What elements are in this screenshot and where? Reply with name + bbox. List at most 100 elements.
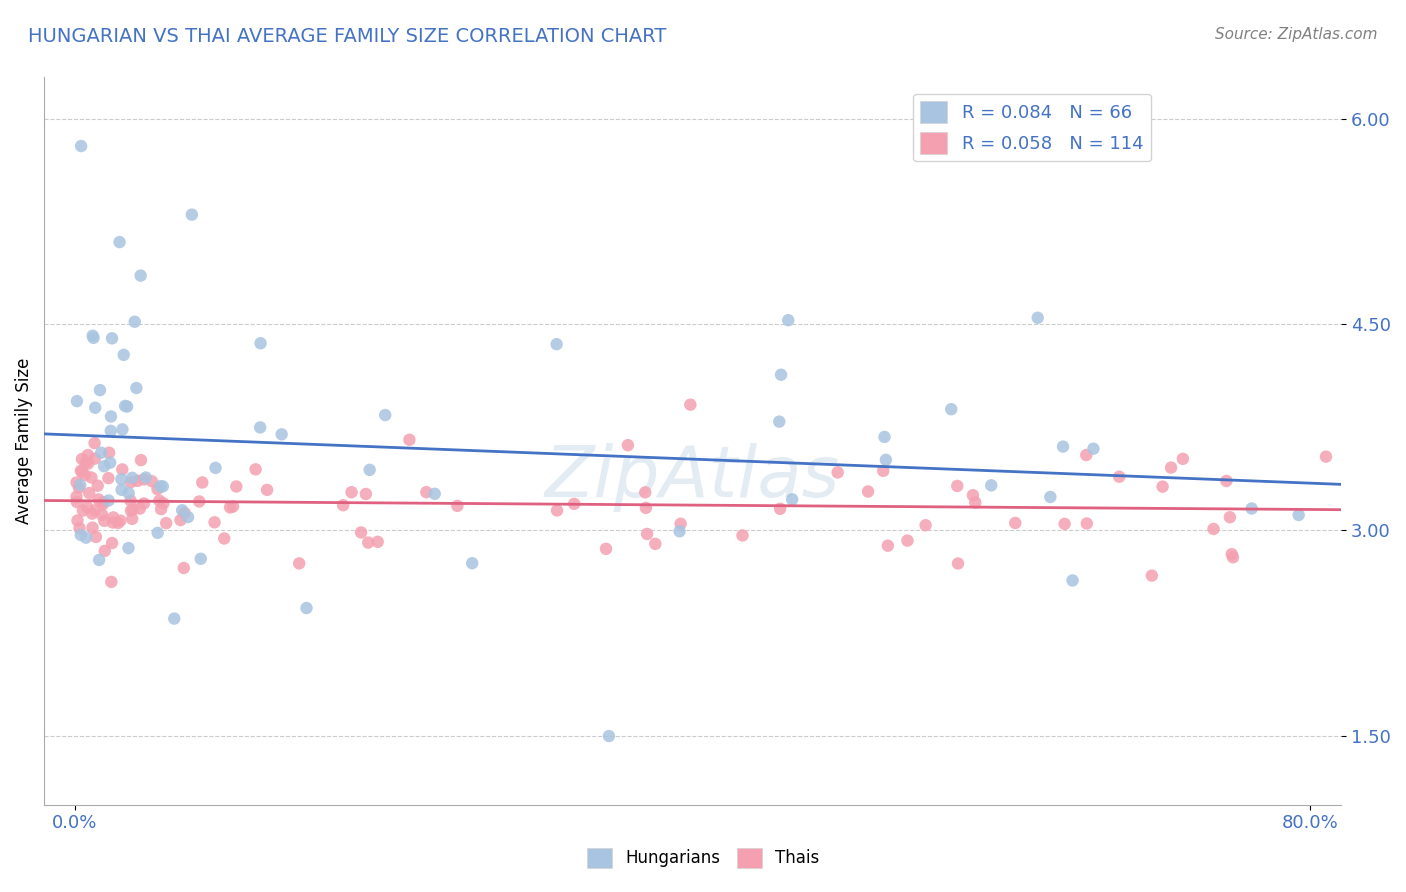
Point	[155, 516, 177, 530]
Point	[129, 268, 152, 283]
Point	[76, 448, 98, 462]
Point	[367, 534, 389, 549]
Point	[946, 479, 969, 493]
Point	[1219, 510, 1241, 524]
Point	[962, 488, 984, 502]
Point	[778, 313, 800, 327]
Point	[188, 494, 211, 508]
Point	[70, 464, 93, 478]
Point	[980, 478, 1002, 492]
Point	[70, 465, 93, 479]
Point	[66, 394, 89, 409]
Point	[374, 408, 396, 422]
Point	[118, 486, 141, 500]
Point	[80, 470, 103, 484]
Point	[101, 331, 124, 345]
Point	[103, 510, 125, 524]
Point	[1083, 442, 1105, 456]
Point	[856, 484, 879, 499]
Point	[67, 481, 90, 495]
Point	[91, 508, 114, 522]
Point	[110, 483, 132, 497]
Point	[125, 381, 148, 395]
Point	[1039, 490, 1062, 504]
Point	[598, 729, 620, 743]
Point	[124, 315, 146, 329]
Point	[1160, 460, 1182, 475]
Point	[101, 516, 124, 530]
Point	[546, 337, 568, 351]
Point	[100, 424, 122, 438]
Point	[132, 472, 155, 486]
Point	[546, 503, 568, 517]
Point	[93, 495, 115, 509]
Point	[91, 498, 114, 512]
Point	[75, 531, 97, 545]
Point	[634, 485, 657, 500]
Point	[1171, 451, 1194, 466]
Point	[108, 235, 131, 249]
Point	[769, 501, 792, 516]
Point	[66, 514, 89, 528]
Point	[66, 495, 89, 509]
Point	[1004, 516, 1026, 530]
Point	[190, 551, 212, 566]
Point	[84, 530, 107, 544]
Point	[100, 574, 122, 589]
Point	[111, 462, 134, 476]
Point	[117, 541, 139, 555]
Point	[288, 557, 311, 571]
Point	[101, 536, 124, 550]
Point	[93, 459, 115, 474]
Point	[97, 471, 120, 485]
Point	[120, 493, 142, 508]
Point	[1052, 440, 1074, 454]
Point	[644, 537, 666, 551]
Point	[965, 495, 987, 509]
Point	[1220, 547, 1243, 561]
Point	[173, 561, 195, 575]
Point	[636, 527, 658, 541]
Point	[83, 331, 105, 345]
Point	[1152, 480, 1174, 494]
Point	[595, 541, 617, 556]
Point	[98, 446, 121, 460]
Point	[679, 398, 702, 412]
Point	[128, 501, 150, 516]
Point	[65, 475, 87, 490]
Point	[780, 492, 803, 507]
Point	[82, 328, 104, 343]
Point	[1240, 501, 1263, 516]
Point	[121, 471, 143, 485]
Legend: R = 0.084   N = 66, R = 0.058   N = 114: R = 0.084 N = 66, R = 0.058 N = 114	[912, 94, 1150, 161]
Point	[69, 528, 91, 542]
Point	[876, 539, 898, 553]
Text: HUNGARIAN VS THAI AVERAGE FAMILY SIZE CORRELATION CHART: HUNGARIAN VS THAI AVERAGE FAMILY SIZE CO…	[28, 27, 666, 45]
Point	[129, 453, 152, 467]
Point	[295, 601, 318, 615]
Point	[617, 438, 640, 452]
Point	[100, 409, 122, 424]
Point	[89, 383, 111, 397]
Point	[1108, 469, 1130, 483]
Point	[357, 535, 380, 549]
Point	[1053, 516, 1076, 531]
Legend: Hungarians, Thais: Hungarians, Thais	[581, 841, 825, 875]
Point	[177, 510, 200, 524]
Point	[359, 463, 381, 477]
Point	[94, 544, 117, 558]
Point	[270, 427, 292, 442]
Point	[562, 497, 585, 511]
Point	[89, 553, 111, 567]
Point	[249, 420, 271, 434]
Point	[668, 524, 690, 539]
Point	[82, 521, 104, 535]
Point	[212, 532, 235, 546]
Point	[1026, 310, 1049, 325]
Point	[398, 433, 420, 447]
Point	[97, 493, 120, 508]
Point	[73, 467, 96, 482]
Point	[86, 478, 108, 492]
Point	[225, 479, 247, 493]
Point	[132, 496, 155, 510]
